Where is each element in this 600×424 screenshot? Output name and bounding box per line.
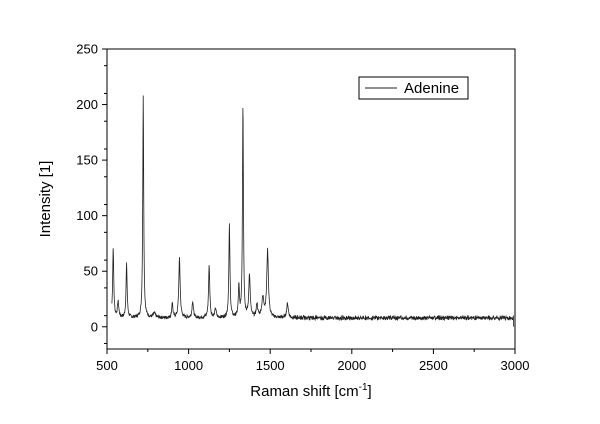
y-tick-label: 50 (84, 264, 98, 279)
y-axis: 0 50 100 150 200 250 (76, 42, 107, 344)
y-tick-label: 250 (76, 42, 98, 57)
x-axis-title: Raman shift [cm-1] (250, 382, 371, 400)
legend: Adenine (358, 76, 469, 100)
x-axis: 500 1000 1500 2000 2500 3000 (96, 349, 529, 373)
x-tick-label: 3000 (501, 358, 530, 373)
series-line-adenine (111, 95, 515, 327)
x-tick-label: 2500 (419, 358, 448, 373)
y-tick-label: 100 (76, 208, 98, 223)
x-axis-title-superscript: -1 (359, 382, 368, 393)
legend-label-adenine: Adenine (404, 80, 459, 97)
y-tick-label: 0 (91, 319, 98, 334)
x-tick-label: 1500 (256, 358, 285, 373)
y-tick-label: 200 (76, 97, 98, 112)
plot-layer (111, 95, 515, 327)
x-tick-label: 500 (96, 358, 118, 373)
y-tick-label: 150 (76, 153, 98, 168)
x-axis-title-main: Raman shift [cm (250, 383, 358, 400)
x-tick-label: 1000 (174, 358, 203, 373)
y-axis-title: Intensity [1] (37, 161, 54, 238)
x-tick-label: 2000 (337, 358, 366, 373)
legend-box (358, 76, 469, 100)
x-axis-title-end: ] (368, 383, 372, 400)
